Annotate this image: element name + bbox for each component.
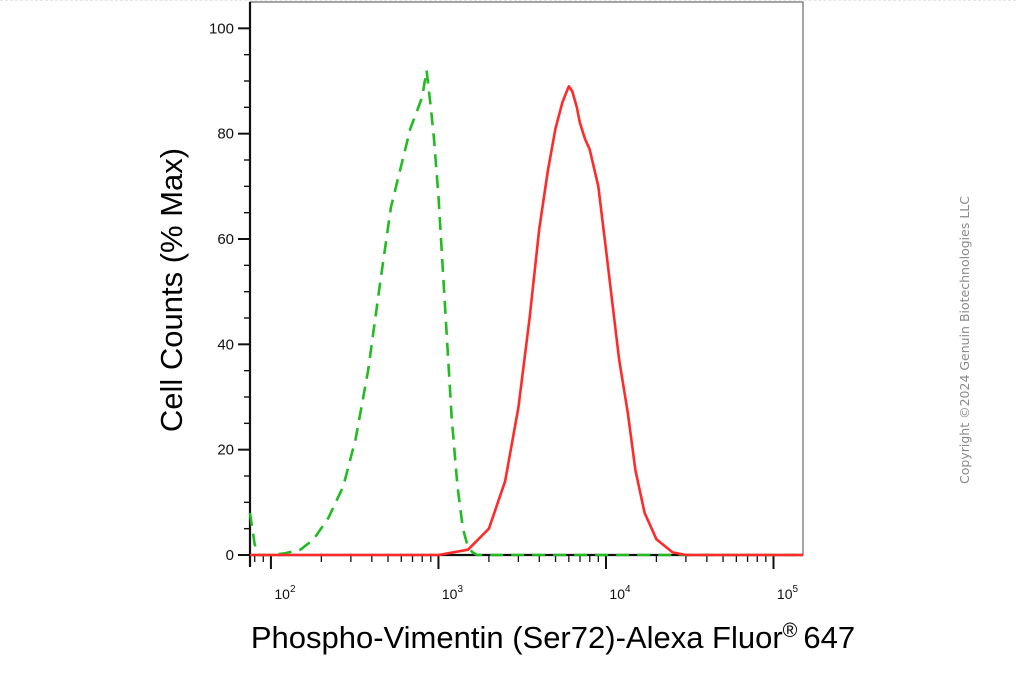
- x-axis-label-registered-mark: ®: [783, 620, 798, 642]
- series-layer: [248, 69, 803, 557]
- x-tick-label: 104: [609, 584, 631, 602]
- y-tick-label: 40: [217, 336, 234, 353]
- y-tick-label: 20: [217, 442, 234, 459]
- x-tick-label: 102: [274, 584, 296, 602]
- copyright-watermark: Copyright ©2024 Genuin Biotechnologies L…: [957, 196, 972, 484]
- x-tick-label: 105: [777, 584, 799, 602]
- top-dashed-rule: [0, 0, 1016, 1]
- y-tick-label: 0: [226, 547, 234, 564]
- y-tick-label: 60: [217, 231, 234, 248]
- y-axis-label: Cell Counts (% Max): [154, 148, 189, 432]
- y-tick-label: 100: [209, 20, 234, 37]
- x-axis-label-main: Phospho-Vimentin (Ser72)-Alexa Fluor: [251, 620, 783, 655]
- series-line-solid-red: [250, 85, 803, 557]
- x-axis-label-suffix: 647: [803, 620, 855, 655]
- y-axis-ticks: 0 20 40 60 80 100: [209, 20, 250, 564]
- series-line-dashed-green: [248, 69, 803, 557]
- axes: [248, 2, 803, 567]
- plot-frame: [249, 1, 804, 556]
- x-tick-label: 103: [442, 584, 464, 602]
- x-axis-ticks: 102 103 104 105: [254, 555, 799, 602]
- x-axis-label: Phospho-Vimentin (Ser72)-Alexa Fluor® 647: [251, 620, 855, 655]
- y-tick-label: 80: [217, 126, 234, 143]
